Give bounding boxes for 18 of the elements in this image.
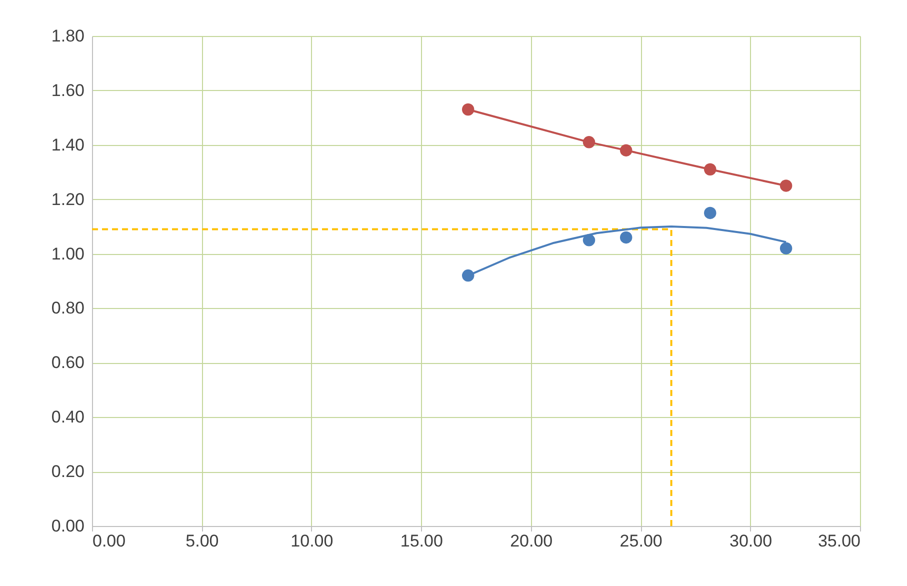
y-tick-label: 0.80 xyxy=(51,298,84,318)
x-tick-label: 5.00 xyxy=(186,532,219,550)
x-tick-label: 25.00 xyxy=(620,532,662,550)
y-tick-label: 0.20 xyxy=(51,462,84,482)
x-tick-label: 0.00 xyxy=(92,532,126,550)
y-tick-label: 1.00 xyxy=(51,244,84,264)
x-tick-label: 15.00 xyxy=(400,532,443,550)
x-tick-label: 35.00 xyxy=(818,532,860,550)
x-tick-label: 30.00 xyxy=(730,532,772,550)
y-tick-label: 1.80 xyxy=(51,26,84,46)
y-tick-label: 0.40 xyxy=(51,408,84,427)
x-tick-label: 10.00 xyxy=(290,532,334,550)
x-tick-label: 20.00 xyxy=(510,532,553,550)
y-tick-label: 1.40 xyxy=(51,135,84,154)
y-tick-label: 0.60 xyxy=(51,353,84,372)
y-tick-label: 0.00 xyxy=(51,516,84,536)
y-tick-label: 1.60 xyxy=(51,80,84,100)
y-tick-label: 1.20 xyxy=(51,190,84,209)
